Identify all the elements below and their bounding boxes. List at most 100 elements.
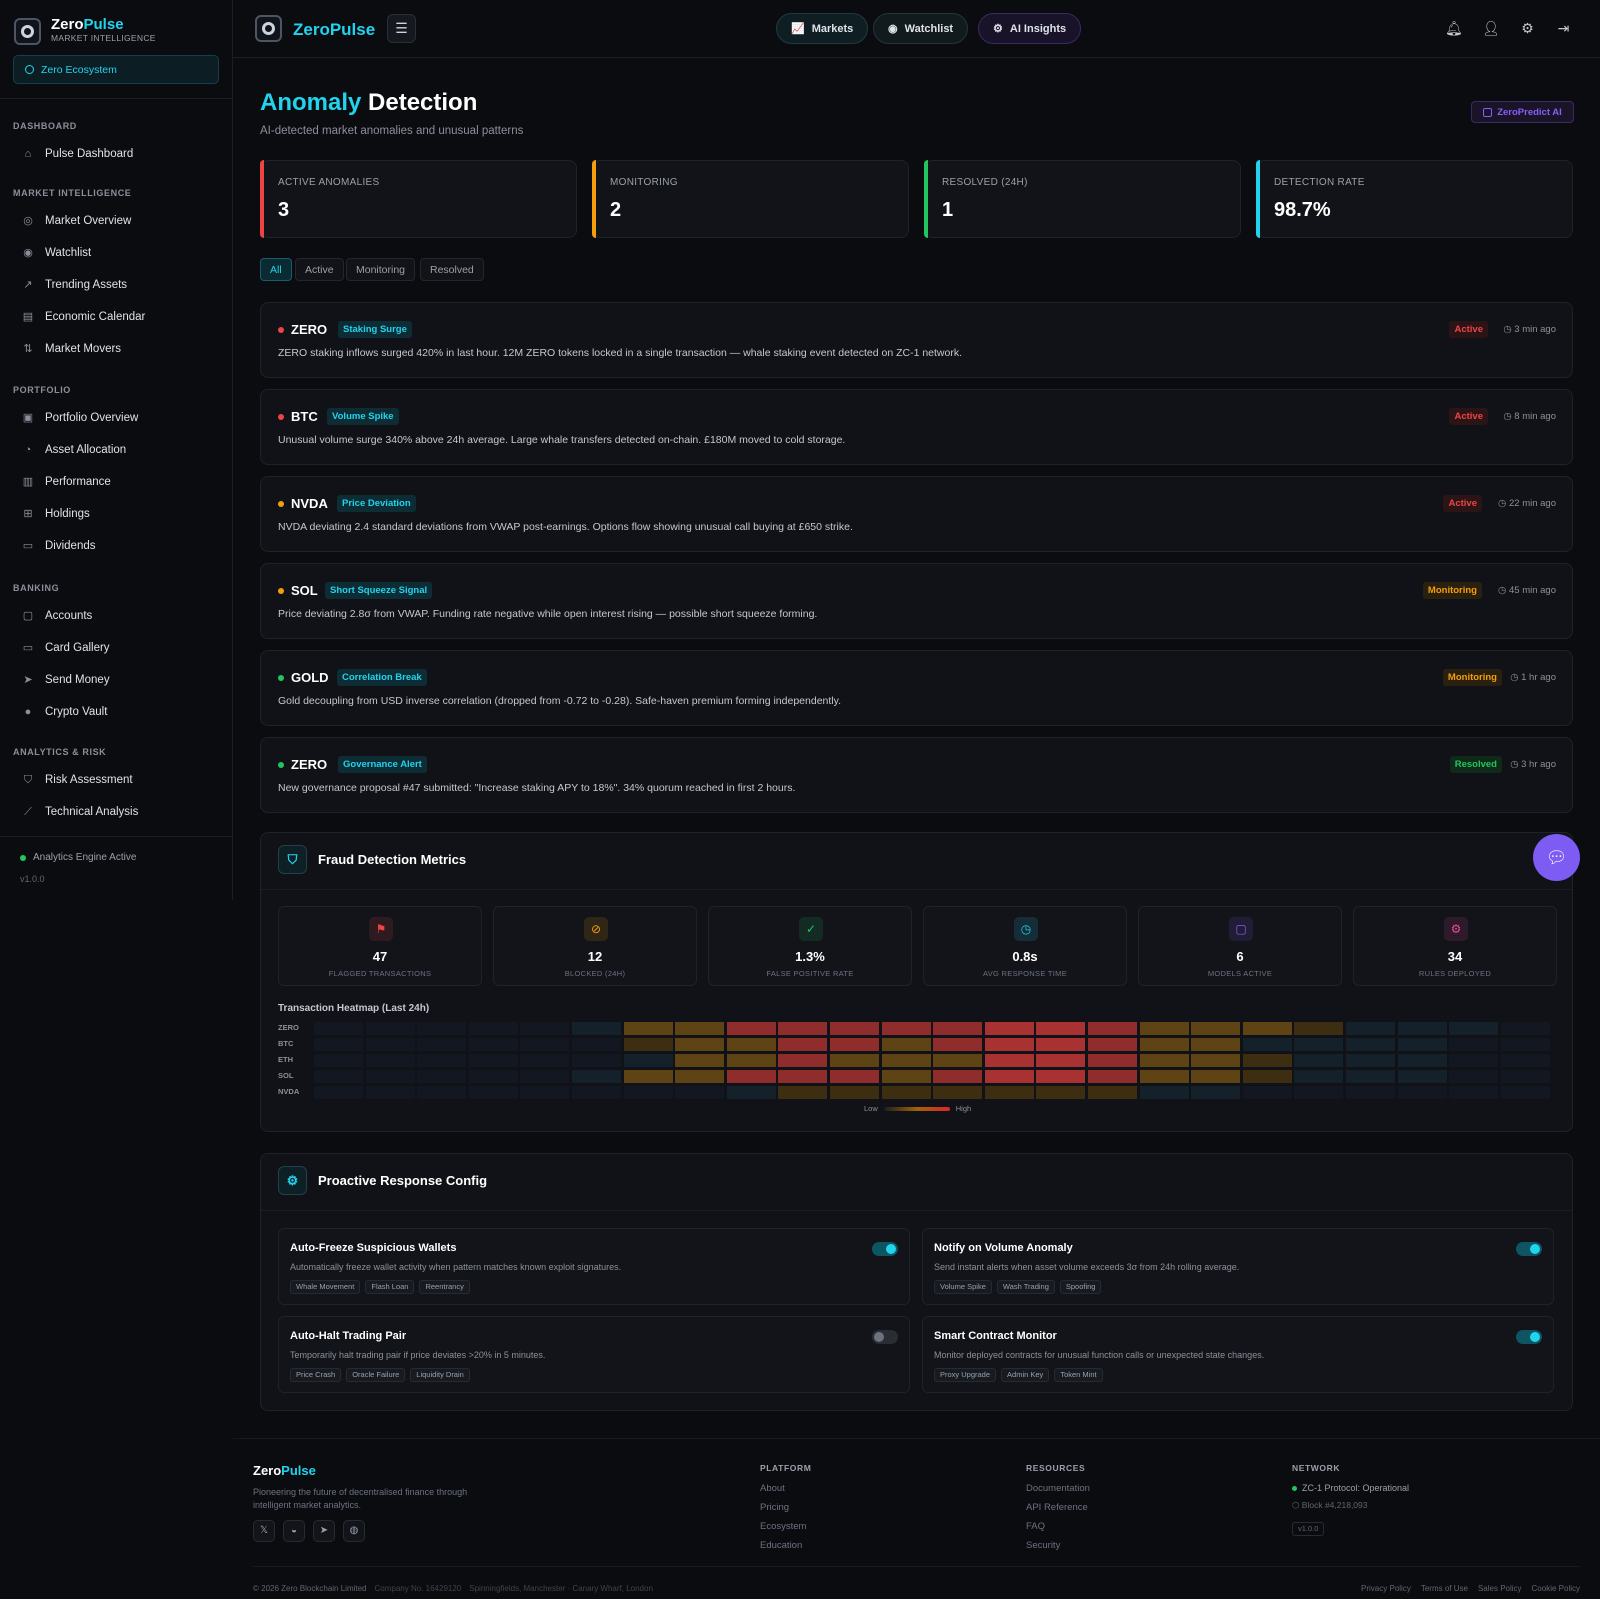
bell-icon[interactable]: 🔔︎ <box>1445 20 1463 36</box>
metric-card: ⊘ 12 BLOCKED (24H) <box>493 906 697 986</box>
discord-icon[interactable]: ◒ <box>283 1520 305 1542</box>
github-icon[interactable]: ◍ <box>343 1520 365 1542</box>
block-icon: ⊘ <box>584 917 608 941</box>
footer-link-about[interactable]: About <box>760 1483 785 1494</box>
footer-link-ecosystem[interactable]: Ecosystem <box>760 1521 807 1532</box>
sidebar-item-pulse-dashboard[interactable]: ⌂ Pulse Dashboard <box>22 145 134 163</box>
rule-tags: Price Crash Oracle Failure Liquidity Drain <box>290 1368 475 1382</box>
cookie-policy-link[interactable]: Cookie Policy <box>1531 1584 1580 1593</box>
rule-tag: Token Mint <box>1054 1368 1103 1382</box>
sidebar-item-performance[interactable]: ▥ Performance <box>22 473 111 491</box>
filter-tab-active[interactable]: Active <box>295 258 344 281</box>
rule-toggle[interactable] <box>1516 1330 1542 1344</box>
logo-icon[interactable] <box>255 15 282 42</box>
nav-watchlist-button[interactable]: ◉ Watchlist <box>873 13 969 44</box>
nav-ai-insights-button[interactable]: ⚙ AI Insights <box>978 13 1082 44</box>
sales-policy-link[interactable]: Sales Policy <box>1477 1584 1522 1593</box>
heatmap-cell <box>1036 1054 1086 1067</box>
nav-markets-button[interactable]: 📈 Markets <box>776 13 869 44</box>
sidebar-item-market-overview[interactable]: ◎ Market Overview <box>22 212 131 230</box>
sidebar-item-accounts[interactable]: ▢ Accounts <box>22 607 93 625</box>
heatmap-cell <box>1088 1054 1137 1067</box>
sidebar-item-watchlist[interactable]: ◉ Watchlist <box>22 244 91 262</box>
rule-tag: Liquidity Drain <box>410 1368 470 1382</box>
ecosystem-button[interactable]: Zero Ecosystem <box>13 55 219 84</box>
sidebar-item-holdings[interactable]: ⊞ Holdings <box>22 505 89 523</box>
heatmap-cell <box>468 1022 518 1035</box>
home-icon: ⌂ <box>24 148 32 160</box>
heatmap-row-label: ETH <box>278 1055 293 1064</box>
x-icon[interactable]: 𝕏 <box>253 1520 275 1542</box>
sidebar-item-card-gallery[interactable]: ▭ Card Gallery <box>22 639 110 657</box>
sidebar-item-portfolio-overview[interactable]: ▣ Portfolio Overview <box>22 409 139 427</box>
globe-icon: ◎ <box>23 215 33 227</box>
sidebar-item-asset-allocation[interactable]: ◔ Asset Allocation <box>22 441 127 459</box>
asset-symbol: BTC <box>291 409 318 424</box>
rule-title: Notify on Volume Anomaly <box>934 1242 1073 1254</box>
stat-accent-bar <box>1256 160 1260 238</box>
heatmap-cell <box>984 1086 1034 1099</box>
sidebar-item-risk-assessment[interactable]: ⛉ Risk Assessment <box>22 771 133 789</box>
filter-tab-resolved[interactable]: Resolved <box>420 258 484 281</box>
anomaly-card[interactable]: SOL Short Squeeze Signal Price deviating 2… <box>260 563 1573 639</box>
metric-value: 47 <box>372 949 388 964</box>
heatmap-cell <box>1397 1022 1447 1035</box>
rule-tag: Admin Key <box>1001 1368 1050 1382</box>
sidebar-item-dividends[interactable]: ▭ Dividends <box>22 537 96 555</box>
metric-card: ✓ 1.3% FALSE POSITIVE RATE <box>708 906 912 986</box>
metric-label: MODELS ACTIVE <box>1207 969 1273 978</box>
filter-tab-monitoring[interactable]: Monitoring <box>346 258 416 281</box>
sidebar-item-economic-calendar[interactable]: ▤ Economic Calendar <box>22 308 146 326</box>
heatmap-row-label: ZERO <box>278 1023 299 1032</box>
status-badge: Active <box>1449 408 1488 425</box>
rule-toggle[interactable] <box>872 1242 898 1256</box>
chat-assistant-button[interactable]: 💬︎ <box>1533 834 1580 881</box>
heatmap-title: Transaction Heatmap (Last 24h) <box>278 1003 430 1014</box>
telegram-icon[interactable]: ➤ <box>313 1520 335 1542</box>
anomaly-card[interactable]: ZERO Governance Alert New governance propo… <box>260 737 1573 813</box>
footer-link-faq[interactable]: FAQ <box>1026 1521 1046 1532</box>
zeropredict-badge[interactable]: ZeroPredict AI <box>1471 101 1574 123</box>
heatmap-cell <box>675 1054 725 1067</box>
rule-toggle[interactable] <box>872 1330 898 1344</box>
footer-link-pricing[interactable]: Pricing <box>760 1502 790 1513</box>
config-rule-card: Auto-Freeze Suspicious Wallets Automatica… <box>278 1228 910 1305</box>
logout-icon[interactable]: ⇥ <box>1557 20 1570 36</box>
sidebar-item-label: Portfolio Overview <box>45 412 139 424</box>
filter-tab-all[interactable]: All <box>260 258 292 281</box>
footer-heading: RESOURCES <box>1026 1463 1086 1473</box>
sidebar-item-label: Technical Analysis <box>45 806 139 818</box>
sidebar-item-trending-assets[interactable]: ↗ Trending Assets <box>22 276 127 294</box>
anomaly-card[interactable]: BTC Volume Spike Unusual volume surge 340%… <box>260 389 1573 465</box>
heatmap-cell <box>1500 1054 1550 1067</box>
heatmap-cell <box>468 1054 518 1067</box>
heatmap-cell <box>1088 1022 1137 1035</box>
anomaly-card[interactable]: ZERO Staking Surge ZERO staking inflows su… <box>260 302 1573 378</box>
rule-toggle[interactable] <box>1516 1242 1542 1256</box>
footer-link-api-reference[interactable]: API Reference <box>1026 1502 1088 1513</box>
footer-link-security[interactable]: Security <box>1026 1540 1061 1551</box>
gear-icon[interactable]: ⚙ <box>1521 20 1534 36</box>
sidebar-item-technical-analysis[interactable]: ⟋ Technical Analysis <box>22 803 138 821</box>
footer-link-documentation[interactable]: Documentation <box>1026 1483 1090 1494</box>
privacy-policy-link[interactable]: Privacy Policy <box>1361 1584 1411 1593</box>
footer-link-education[interactable]: Education <box>760 1540 803 1551</box>
header-brand[interactable]: ZeroPulse <box>293 20 376 39</box>
heatmap-cell <box>984 1038 1034 1051</box>
user-icon[interactable]: 👤︎ <box>1482 20 1500 36</box>
page-title: Anomaly Detection <box>260 89 478 116</box>
sidebar-item-send-money[interactable]: ➤ Send Money <box>22 671 109 689</box>
anomaly-card[interactable]: NVDA Price Deviation NVDA deviating 2.4 st… <box>260 476 1573 552</box>
anomaly-card[interactable]: GOLD Correlation Break Gold decoupling fro… <box>260 650 1573 726</box>
menu-toggle-button[interactable]: ☰ <box>387 14 416 43</box>
anomaly-description: Unusual volume surge 340% above 24h aver… <box>278 434 846 446</box>
terms-link[interactable]: Terms of Use <box>1420 1584 1468 1593</box>
sidebar-item-market-movers[interactable]: ⇅ Market Movers <box>22 340 121 358</box>
timestamp: ◷ 3 min ago <box>1503 324 1556 335</box>
anomaly-type-badge: Governance Alert <box>338 756 427 773</box>
heatmap-row-label: SOL <box>278 1071 294 1080</box>
sidebar-item-crypto-vault[interactable]: ● Crypto Vault <box>22 703 108 721</box>
sort-arrows-icon: ⇅ <box>23 343 33 355</box>
fraud-detection-panel: ⛉ Fraud Detection Metrics Transaction Hea… <box>260 832 1573 1132</box>
sidebar-brand[interactable]: ZeroPulse MARKET INTELLIGENCE <box>14 16 156 46</box>
